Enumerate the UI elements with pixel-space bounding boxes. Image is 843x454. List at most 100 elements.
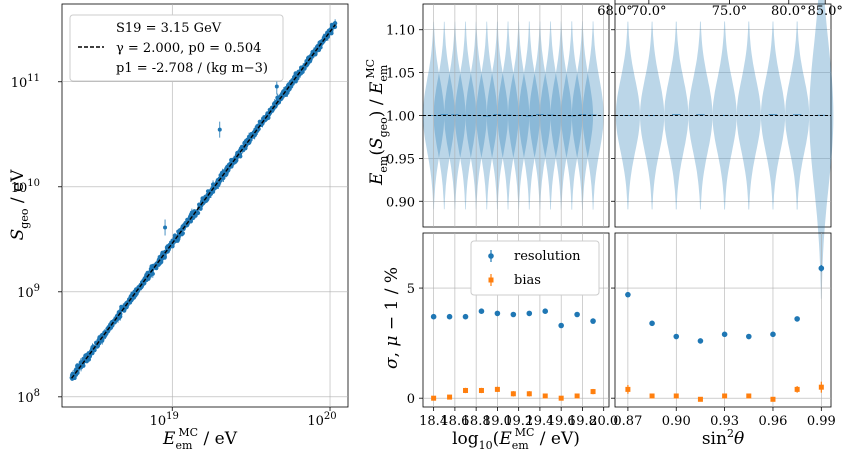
x-tick-label: 1020 — [307, 411, 336, 429]
x-tick-label: 0.96 — [758, 414, 787, 429]
scatter-point — [215, 178, 220, 183]
bias-point — [463, 387, 469, 393]
y-tick-label: 109 — [17, 283, 40, 301]
y-tick-label: 108 — [17, 388, 40, 406]
resolution-point — [697, 338, 704, 344]
x-tick-label: 18.6 — [440, 414, 469, 429]
resolution-point — [574, 311, 580, 318]
scatter-point — [318, 39, 323, 44]
top-angle-label: 85.0° — [807, 4, 842, 19]
resolution-point — [590, 318, 596, 324]
resolution-point — [649, 320, 655, 327]
xlabel-log-energy: log10(EemMC / eV) — [452, 426, 580, 452]
bias-point — [542, 393, 548, 399]
scatter-point — [202, 199, 208, 204]
bias-point — [722, 393, 728, 399]
resolution-point — [745, 333, 752, 340]
scatter-point — [175, 238, 180, 243]
bias-point — [673, 393, 679, 399]
resolution-point — [625, 291, 631, 298]
violin-body — [809, 0, 834, 299]
bias-point — [574, 393, 580, 399]
y-tick-label: 0.95 — [386, 152, 415, 167]
bias-point — [794, 386, 800, 392]
top-angle-label: 75.0° — [712, 4, 747, 19]
panel-sgeo-frame — [61, 3, 349, 408]
xlabel-sin2theta: sin2θ — [702, 427, 744, 449]
scatter-point — [283, 92, 288, 97]
bias-point — [526, 391, 532, 397]
scatter-point — [83, 353, 88, 358]
scatter-point — [157, 255, 162, 260]
scatter-point — [83, 358, 88, 363]
outlier-point — [274, 84, 279, 89]
top-angle-label: 80.0° — [771, 4, 806, 19]
y-tick-label: 1011 — [11, 73, 40, 91]
x-tick-label: 0.90 — [662, 414, 691, 429]
resolution-point — [462, 313, 469, 320]
x-tick-label: 19.6 — [547, 414, 576, 429]
xlabel-energy: EemMC / eV — [162, 426, 238, 452]
x-tick-label: 0.93 — [710, 414, 739, 429]
fit-legend-line1: S19 = 3.15 GeV — [116, 21, 222, 36]
bias-point — [649, 393, 655, 399]
violin-body — [476, 21, 498, 210]
bias-point — [818, 384, 824, 390]
resolution-point — [794, 316, 800, 322]
top-angle-label: 68.0° — [597, 4, 632, 19]
x-tick-label: 1019 — [150, 411, 179, 429]
resolution-point — [494, 310, 501, 317]
bias-point — [510, 391, 516, 397]
y-tick-label: 0.90 — [386, 195, 415, 210]
panel-resolution-energy-frame — [422, 232, 610, 408]
x-tick-label: 19.4 — [525, 414, 554, 429]
resolution-point — [510, 311, 517, 318]
resolution-point — [542, 308, 549, 314]
bias-point — [478, 387, 484, 393]
resolution-point — [721, 331, 728, 338]
resolution-point — [478, 308, 485, 314]
y-tick-label: 1.05 — [386, 67, 415, 82]
panel-violin-sin2theta: 68.0°70.0° 75.0° 80.0° 85.0° — [597, 0, 843, 299]
y-tick-label: 1.00 — [386, 110, 415, 125]
panel-violin-log-energy: 0.90 0.95 1.00 1.05 1.10 — [386, 3, 610, 228]
bias-point — [447, 394, 453, 400]
ylabel-resolution-bias: σ, μ − 1 / % — [382, 267, 402, 369]
legend-resolution-label: resolution — [514, 249, 581, 264]
x-tick-label: 0.87 — [613, 414, 642, 429]
resolution-point — [818, 265, 825, 272]
scatter-point — [333, 21, 338, 26]
x-tick-label: 0.99 — [807, 414, 836, 429]
x-tick-label: 20.0 — [589, 414, 618, 429]
panel-resolution-sin2theta: 0.87 0.90 0.93 0.96 0.99 — [611, 232, 836, 429]
x-tick-label: 18.4 — [419, 414, 448, 429]
ylabel-sgeo: Sgeo / eV — [8, 169, 31, 240]
x-tick-label: 19.8 — [568, 414, 597, 429]
scatter-point — [290, 78, 295, 83]
bias-point — [770, 396, 776, 402]
outlier-point — [217, 127, 222, 132]
top-angle-label: 70.0° — [631, 4, 666, 19]
outlier-point — [163, 225, 168, 230]
panel-resolution-log-energy: 0 5 18.418.618.819.019.219.419.619.820.0 r… — [407, 232, 618, 429]
x-tick-label: 19.0 — [483, 414, 512, 429]
fit-legend-line2: γ = 2.000, p0 = 0.504 — [116, 41, 261, 56]
resolution-point — [673, 333, 680, 340]
bias-point — [625, 386, 631, 392]
scatter-point — [193, 213, 198, 218]
scatter-point — [73, 372, 79, 377]
legend-bias-label: bias — [514, 273, 541, 288]
fit-legend-box — [69, 14, 284, 82]
bias-point — [746, 393, 752, 399]
resolution-point — [526, 310, 533, 317]
fit-legend-line3: p1 = -2.708 / (kg m−3) — [116, 61, 268, 76]
scatter-point — [295, 73, 301, 78]
fit-line — [71, 24, 336, 379]
scatter-point — [145, 276, 150, 281]
y-tick-label: 5 — [407, 282, 415, 297]
x-tick-label: 18.8 — [462, 414, 491, 429]
bias-point — [697, 396, 703, 402]
bias-point — [431, 395, 437, 401]
ylabel-energy-ratio: Eem(Sgeo) / EemMC — [364, 59, 390, 186]
